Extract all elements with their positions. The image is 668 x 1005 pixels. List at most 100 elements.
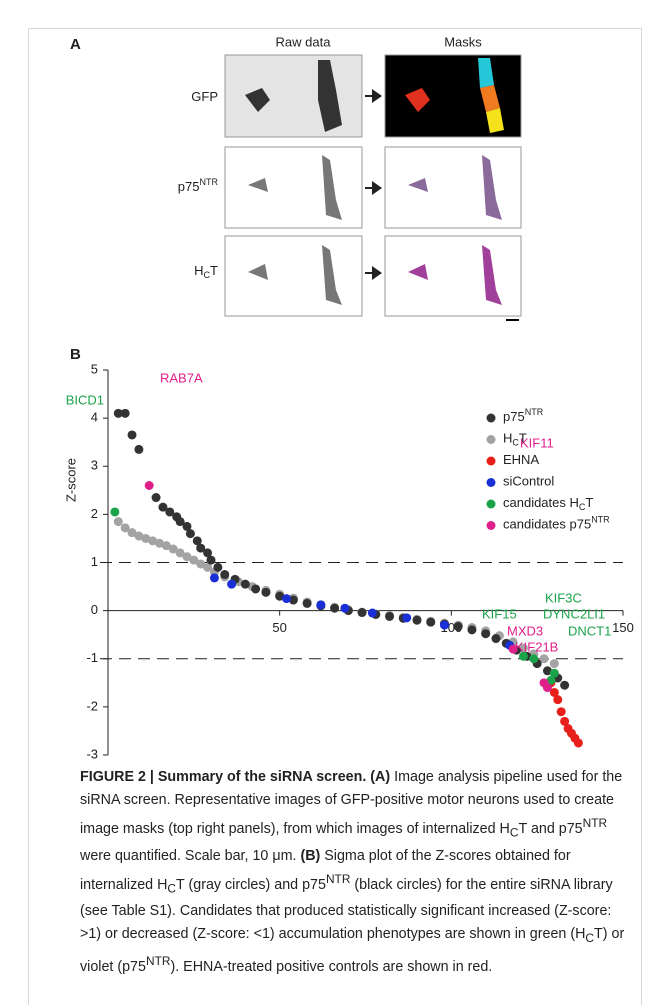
point-label: DYNC2LI1: [543, 606, 605, 621]
legend-label: EHNA: [503, 452, 539, 467]
caption-sub: C: [167, 881, 176, 895]
data-point: [303, 599, 312, 608]
data-point: [574, 738, 583, 747]
legend-label-part: T: [519, 431, 527, 446]
legend-label-part: H: [503, 431, 512, 446]
caption-text: T (gray circles) and p75: [176, 876, 326, 892]
legend-label: p75NTR: [503, 407, 544, 424]
caption-bold: FIGURE 2 | Summary of the siRNA screen. …: [80, 769, 390, 785]
data-point: [529, 654, 538, 663]
data-point: [426, 618, 435, 627]
data-point: [358, 608, 367, 617]
data-point: [330, 604, 339, 613]
row-label-text: p75: [178, 179, 200, 194]
legend-label-part: candidates p75: [503, 517, 591, 532]
data-point: [282, 594, 291, 603]
data-point: [550, 669, 559, 678]
data-point: [134, 445, 143, 454]
legend-label-part: NTR: [591, 515, 610, 525]
data-point: [241, 580, 250, 589]
y-tick-label: 1: [91, 554, 98, 569]
legend-label: siControl: [503, 474, 554, 489]
y-tick-label: 0: [91, 602, 98, 617]
data-point: [220, 570, 229, 579]
data-point: [413, 616, 422, 625]
data-point: [368, 609, 377, 618]
panel-label: B: [70, 346, 81, 363]
row-label-text: GFP: [191, 89, 218, 104]
row-label-sup: NTR: [200, 177, 219, 187]
legend-marker: [487, 435, 496, 444]
y-tick-label: -3: [86, 746, 98, 761]
data-point: [152, 493, 161, 502]
data-point: [550, 659, 559, 668]
caption-text: ). EHNA-treated positive controls are sh…: [170, 959, 492, 975]
data-point: [454, 622, 463, 631]
data-point: [440, 621, 449, 630]
point-label: KIF3C: [545, 590, 582, 605]
legend-label: candidates p75NTR: [503, 515, 610, 532]
legend-label-part: EHNA: [503, 452, 539, 467]
legend-marker: [487, 414, 496, 423]
y-tick-label: 4: [91, 410, 98, 425]
row-label: p75NTR: [178, 177, 219, 194]
data-point: [491, 634, 500, 643]
data-point: [114, 517, 123, 526]
data-point: [557, 707, 566, 716]
data-point: [145, 481, 154, 490]
legend-label: HCT: [503, 431, 527, 448]
caption-sub: C: [510, 826, 519, 840]
point-label: KIF21B: [515, 639, 558, 654]
y-tick-label: -1: [86, 650, 98, 665]
data-point: [207, 556, 216, 565]
series: [114, 517, 559, 668]
series: [145, 481, 552, 692]
data-point: [213, 563, 222, 572]
y-tick-label: 5: [91, 361, 98, 376]
caption-sub: C: [585, 931, 594, 945]
legend-marker: [487, 521, 496, 530]
row-label-text: H: [194, 263, 203, 278]
data-point: [261, 588, 270, 597]
legend-label-part: siControl: [503, 474, 554, 489]
column-header: Raw data: [276, 34, 332, 49]
row-label: GFP: [191, 89, 218, 104]
legend-label: candidates HCT: [503, 495, 593, 512]
y-tick-label: 3: [91, 458, 98, 473]
legend-marker: [487, 478, 496, 487]
point-label: RAB7A: [160, 370, 203, 385]
data-point: [543, 683, 552, 692]
x-tick-label: 150: [612, 620, 634, 635]
legend-label-part: p75: [503, 409, 525, 424]
figure: A Raw data Masks GFP p75NTR HCT B Z-scor…: [0, 0, 668, 1005]
point-label: KIF15: [482, 606, 517, 621]
data-point: [251, 584, 260, 593]
y-tick-label: 2: [91, 506, 98, 521]
legend-label-part: NTR: [525, 407, 544, 417]
data-point: [210, 573, 219, 582]
data-point: [316, 600, 325, 609]
point-label: DNCT1: [568, 623, 611, 638]
legend-marker: [487, 500, 496, 509]
legend-marker: [487, 457, 496, 466]
caption-sup: NTR: [583, 816, 607, 830]
x-tick-label: 50: [272, 620, 286, 635]
data-point: [553, 695, 562, 704]
data-point: [560, 681, 569, 690]
arrows: [365, 89, 382, 280]
caption-bold: (B): [300, 848, 320, 864]
row-label-text: T: [210, 263, 218, 278]
data-point: [121, 409, 130, 418]
y-axis-label: Z-score: [63, 458, 78, 502]
data-point: [340, 604, 349, 613]
caption-sup: NTR: [326, 872, 350, 886]
point-label: BICD1: [66, 392, 104, 407]
data-point: [481, 629, 490, 638]
data-point: [467, 625, 476, 634]
caption-sup: NTR: [146, 954, 170, 968]
legend-label-part: candidates H: [503, 495, 579, 510]
caption: FIGURE 2 | Summary of the siRNA screen. …: [80, 766, 632, 979]
caption-text: were quantified. Scale bar, 10 μm.: [80, 848, 300, 864]
data-point: [402, 613, 411, 622]
data-point: [227, 580, 236, 589]
